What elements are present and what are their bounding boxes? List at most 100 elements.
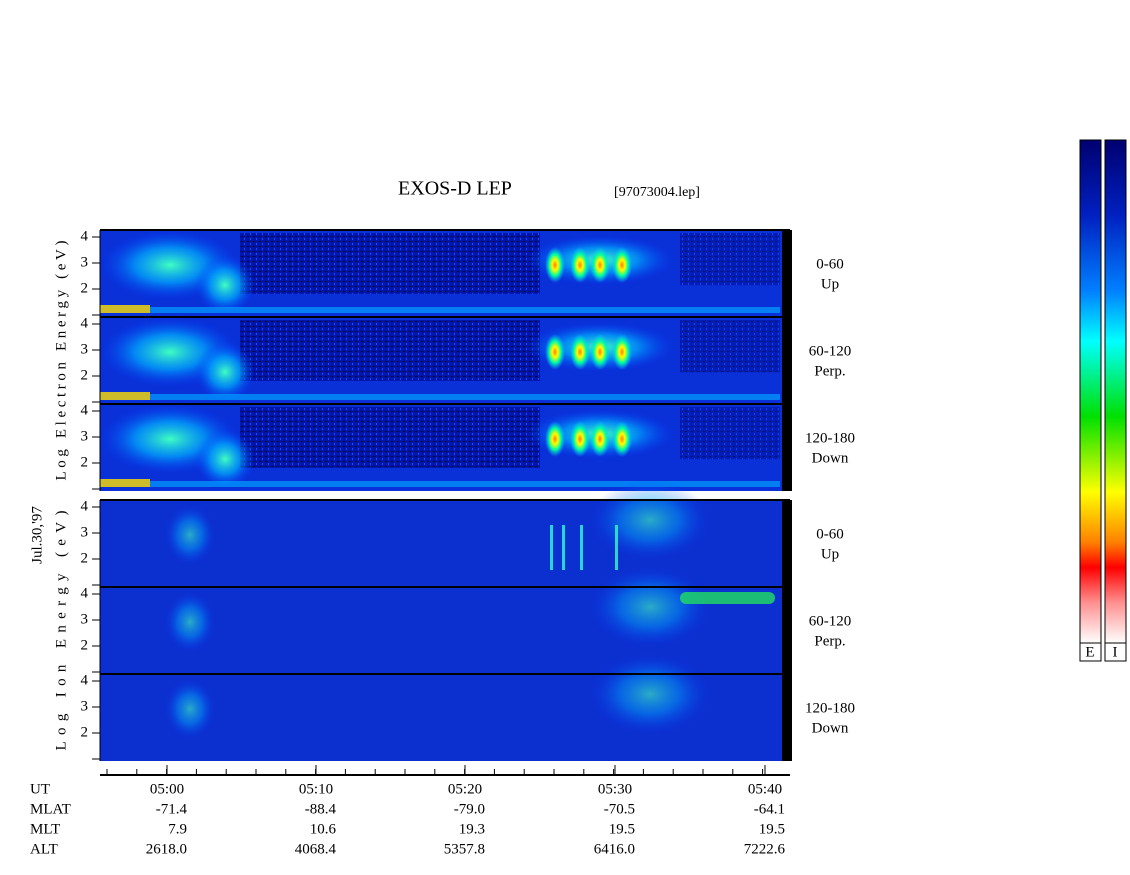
flux-streak (550, 525, 553, 570)
flux-band (100, 479, 150, 487)
flux-blob (590, 247, 610, 283)
pitch-angle-label: 120-180 (805, 430, 855, 446)
flux-blob (545, 421, 565, 457)
row-value: -79.0 (454, 801, 485, 817)
flux-blob (195, 342, 255, 402)
row-value: 5357.8 (444, 841, 485, 857)
colorbar-box (1104, 642, 1127, 662)
y-tick-label: 3 (81, 611, 89, 627)
data-edge (782, 500, 792, 587)
row-value: 19.5 (609, 821, 635, 837)
direction-label: Down (812, 720, 849, 736)
y-tick-label: 3 (81, 254, 89, 270)
row-value: 10.6 (310, 821, 337, 837)
data-edge (782, 674, 792, 761)
colorbar (1079, 139, 1102, 644)
flux-blob (570, 334, 590, 370)
row-label: MLT (30, 821, 60, 837)
row-value: 7222.6 (744, 841, 786, 857)
flux-blob (545, 247, 565, 283)
flux-blob (590, 334, 610, 370)
direction-label: Up (821, 276, 839, 292)
colorbar-label: I (1113, 644, 1118, 660)
direction-label: Perp. (814, 363, 845, 379)
row-value: 2618.0 (146, 841, 187, 857)
spectrograms (100, 229, 792, 761)
flux-blob (195, 255, 255, 315)
flux-blob (612, 247, 632, 283)
flux-blob (165, 505, 215, 565)
row-label: UT (30, 781, 50, 797)
low-flux-region (680, 320, 780, 373)
y-tick-label: 2 (81, 280, 89, 296)
y-tick-label: 3 (81, 341, 89, 357)
y-tick-label: 4 (81, 672, 89, 688)
y-tick-label: 2 (81, 367, 89, 383)
flux-band (680, 592, 775, 604)
direction-label: Down (812, 450, 849, 466)
flux-streak (580, 525, 583, 570)
x-tick-label: 05:30 (598, 781, 632, 797)
y-tick-label: 4 (81, 585, 89, 601)
row-value: 6416.0 (594, 841, 635, 857)
y-tick-label: 2 (81, 724, 89, 740)
y-tick-label: 2 (81, 550, 89, 566)
pitch-angle-label: 0-60 (816, 526, 844, 542)
flux-blob (590, 421, 610, 457)
flux-band (100, 392, 150, 400)
x-tick-label: 05:10 (299, 781, 333, 797)
pitch-angle-label: 120-180 (805, 700, 855, 716)
flux-band (150, 307, 780, 313)
flux-blob (165, 592, 215, 652)
x-tick-label: 05:20 (448, 781, 482, 797)
y-tick-label: 4 (81, 315, 89, 331)
row-value: 19.3 (459, 821, 485, 837)
low-flux-region (240, 233, 540, 294)
flux-blob (545, 334, 565, 370)
flux-band (150, 394, 780, 400)
colorbar-box (1079, 642, 1102, 662)
row-value: -64.1 (754, 801, 785, 817)
row-value: 19.5 (759, 821, 785, 837)
flux-blob (590, 480, 710, 560)
title: EXOS-D LEP (398, 178, 512, 200)
flux-streak (615, 525, 618, 570)
pitch-angle-label: 0-60 (816, 256, 844, 272)
low-flux-region (680, 407, 780, 460)
y-tick-label: 3 (81, 698, 89, 714)
pitch-angle-label: 60-120 (809, 613, 852, 629)
flux-blob (612, 421, 632, 457)
row-value: -88.4 (305, 801, 337, 817)
row-label: MLAT (30, 801, 71, 817)
y-axis-label: Log Ion Energy (eV) (53, 511, 69, 751)
flux-streak (562, 525, 565, 570)
flux-blob (195, 429, 255, 489)
flux-blob (165, 679, 215, 739)
flux-blob (570, 421, 590, 457)
direction-label: Perp. (814, 633, 845, 649)
flux-band (150, 481, 780, 487)
flux-band (100, 305, 150, 313)
pitch-angle-label: 60-120 (809, 343, 852, 359)
low-flux-region (680, 233, 780, 286)
flux-blob (570, 247, 590, 283)
flux-blob (590, 654, 710, 734)
row-label: ALT (30, 841, 58, 857)
data-edge (782, 230, 792, 317)
y-axis-label: Log Electron Energy (eV) (53, 241, 69, 481)
row-value: 4068.4 (295, 841, 337, 857)
row-value: -70.5 (604, 801, 635, 817)
y-tick-label: 4 (81, 402, 89, 418)
x-tick-label: 05:40 (748, 781, 782, 797)
colorbar (1104, 139, 1127, 644)
flux-blob (590, 567, 710, 647)
y-tick-label: 4 (81, 498, 89, 514)
row-value: -71.4 (156, 801, 188, 817)
y-tick-label: 2 (81, 637, 89, 653)
data-edge (782, 587, 792, 674)
y-tick-label: 3 (81, 428, 89, 444)
x-tick-label: 05:00 (150, 781, 184, 797)
low-flux-region (240, 320, 540, 381)
colorbars: E I (1079, 139, 1127, 662)
